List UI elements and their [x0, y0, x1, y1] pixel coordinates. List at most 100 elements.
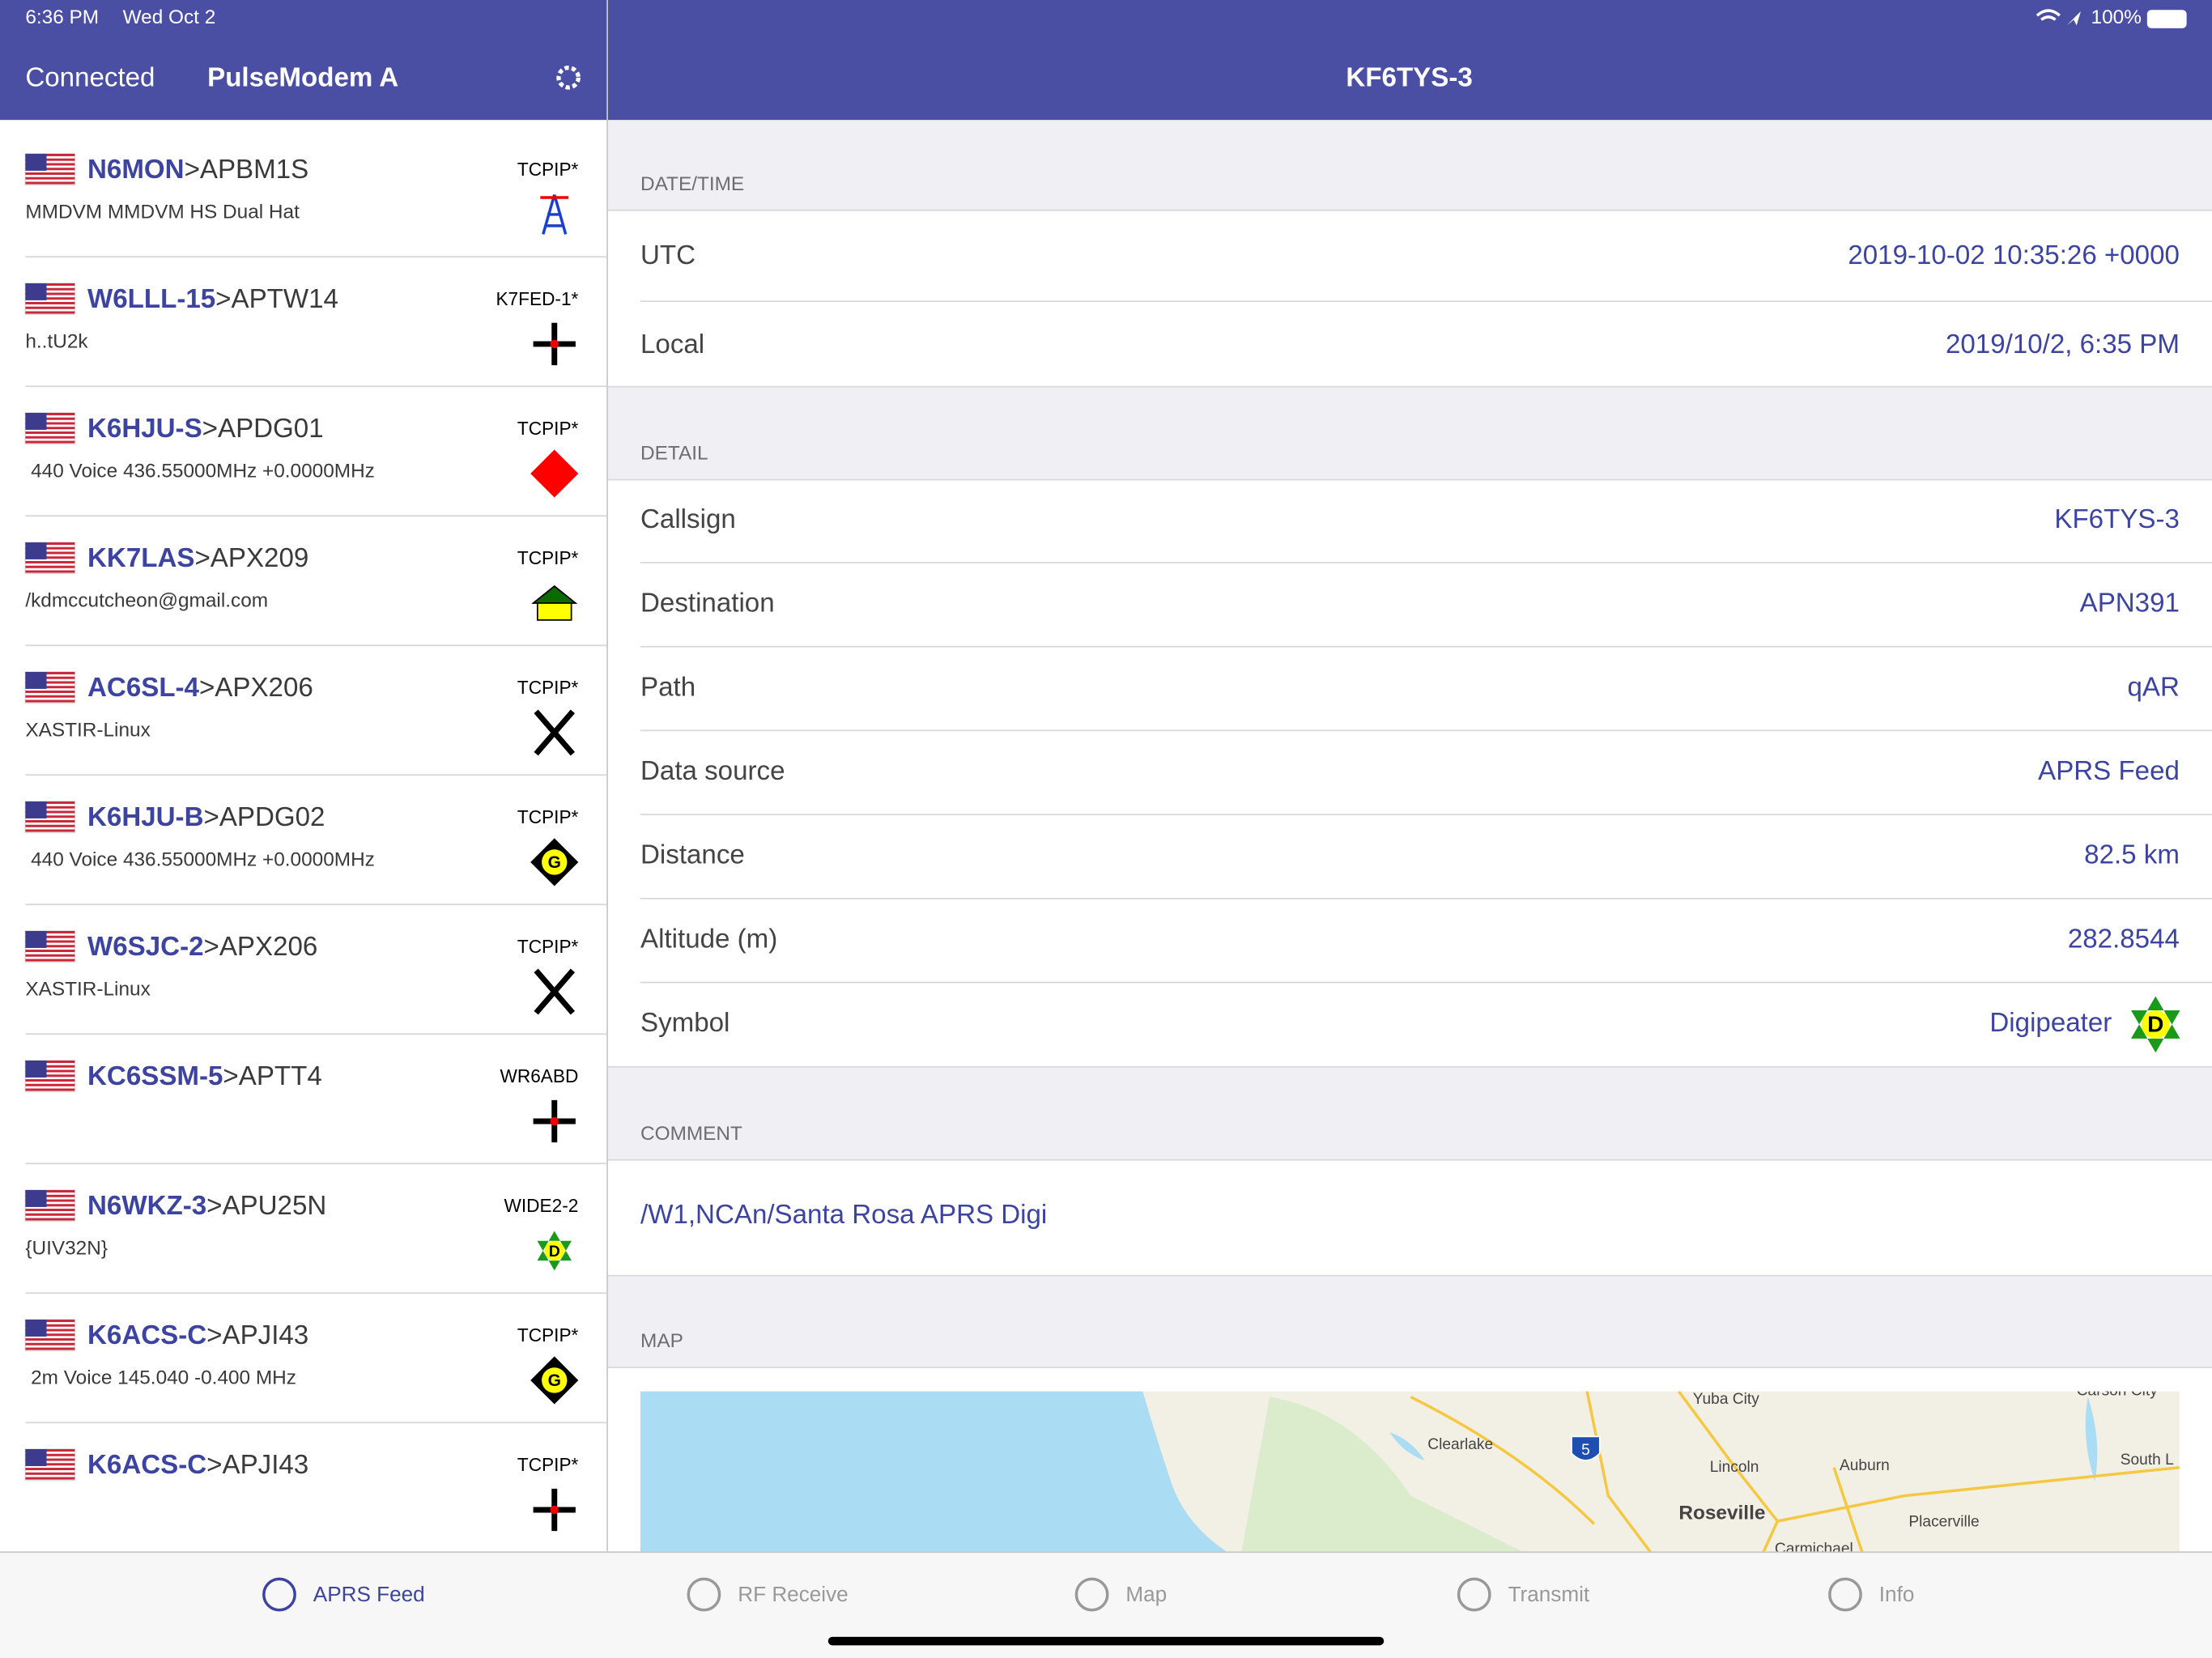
flag-stripe — [25, 1209, 75, 1211]
station-via: TCPIP* — [517, 159, 579, 180]
flag-stripe — [25, 287, 75, 291]
destination: >APJI43 — [206, 1320, 308, 1350]
station-row[interactable] — [0, 257, 606, 385]
station-title: KK7LAS>APX209 — [87, 543, 308, 573]
symbol-letter: D — [2147, 1012, 2163, 1037]
station-row[interactable] — [0, 1034, 606, 1163]
station-comment: h..tU2k — [25, 331, 88, 353]
row-label: Callsign — [640, 504, 736, 534]
station-comment: 440 Voice 436.55000MHz +0.0000MHz — [25, 461, 375, 483]
row-value: 82.5 km — [2084, 840, 2180, 870]
flag-stripe — [25, 931, 75, 933]
station-via: TCPIP* — [517, 806, 579, 827]
flag-stripe — [25, 163, 75, 166]
station-row[interactable] — [0, 1163, 606, 1292]
station-title: KC6SSM-5>APTT4 — [87, 1061, 322, 1091]
destination: >APU25N — [206, 1191, 326, 1221]
map-label: Lincoln — [1710, 1459, 1759, 1476]
flag-stripe — [25, 561, 75, 563]
flag-stripe — [25, 686, 75, 689]
map-label: Carmichael — [1775, 1541, 1853, 1558]
flag-canton — [25, 1061, 47, 1078]
flag-stripe — [25, 1453, 75, 1456]
station-row[interactable] — [0, 386, 606, 515]
flag-canton — [25, 672, 47, 689]
flag-stripe — [25, 283, 75, 286]
destination: >APX209 — [194, 543, 308, 573]
flag-stripe — [25, 1194, 75, 1197]
destination: >APDG02 — [203, 802, 325, 832]
section-bg — [607, 479, 2212, 1067]
section-header: COMMENT — [640, 1123, 742, 1145]
station-row[interactable] — [0, 775, 606, 903]
flag-stripe — [25, 292, 75, 295]
destination: >APX206 — [199, 673, 313, 703]
row-value: 2019-10-02 10:35:26 +0000 — [1848, 240, 2180, 270]
destination: >APJI43 — [206, 1450, 308, 1480]
callsign: K6ACS-C — [87, 1450, 206, 1480]
flag-stripe — [25, 1338, 75, 1341]
map-label: Placerville — [1908, 1514, 1979, 1531]
flag-stripe — [25, 1472, 75, 1475]
flag-stripe — [25, 427, 75, 430]
flag-stripe — [25, 440, 75, 444]
station-via: TCPIP* — [517, 1454, 579, 1475]
station-row[interactable] — [0, 127, 606, 256]
station-comment: 440 Voice 436.55000MHz +0.0000MHz — [25, 849, 375, 871]
home-indicator — [827, 1636, 1385, 1646]
station-title: N6WKZ-3>APU25N — [87, 1191, 326, 1221]
tab-icon — [262, 1577, 296, 1612]
callsign: K6HJU-S — [87, 414, 202, 444]
section-bg — [607, 210, 2212, 387]
comment-text: /W1,NCAn/Santa Rosa APRS Digi — [640, 1200, 1047, 1230]
map-road — [1585, 1391, 1652, 1553]
status-time: 6:36 PM — [25, 6, 99, 28]
station-row[interactable] — [0, 904, 606, 1033]
row-label: Distance — [640, 840, 745, 870]
flag-stripe — [25, 829, 75, 832]
symbol-letter: G — [548, 853, 561, 872]
station-row[interactable] — [0, 1422, 606, 1551]
map[interactable]: Yuba City Clearlake 5 Lincoln Auburn Rosevill… — [640, 1383, 2180, 1558]
map-lake — [2085, 1397, 2098, 1482]
station-row[interactable] — [0, 516, 606, 644]
flag-stripe — [25, 311, 75, 314]
flag-stripe — [25, 954, 75, 957]
map-ocean — [640, 1391, 1227, 1553]
tab-icon — [1828, 1577, 1862, 1612]
row-value: APN391 — [2080, 589, 2180, 619]
destination: >APTT4 — [223, 1061, 321, 1091]
device-name: PulseModem A — [207, 62, 398, 92]
flag-canton — [25, 1320, 47, 1337]
station-via: K7FED-1* — [496, 288, 578, 309]
station-title: K6ACS-C>APJI43 — [87, 1320, 308, 1350]
callsign: KK7LAS — [87, 543, 194, 573]
callsign: N6MON — [87, 155, 185, 185]
status-date: Wed Oct 2 — [123, 6, 216, 28]
settings-button[interactable] — [556, 66, 581, 90]
row-label: Local — [640, 329, 704, 359]
symbol-icon — [550, 1505, 559, 1515]
map-lake — [1389, 1432, 1425, 1460]
station-via: WR6ABD — [500, 1065, 579, 1086]
station-title: K6ACS-C>APJI43 — [87, 1450, 308, 1480]
map-road — [1410, 1395, 1596, 1525]
flag-stripe — [25, 1088, 75, 1091]
flag-stripe — [25, 820, 75, 823]
row-label: Path — [640, 672, 696, 702]
nav-bar — [0, 0, 2212, 121]
flag-stripe — [25, 432, 75, 434]
row-label: Destination — [640, 589, 775, 619]
station-row[interactable] — [0, 645, 606, 774]
flag-canton — [25, 1449, 47, 1466]
station-title: K6HJU-B>APDG02 — [87, 802, 325, 832]
tab-label: Info — [1879, 1582, 1915, 1606]
flag-stripe — [25, 1324, 75, 1327]
symbol-letter: D — [549, 1243, 560, 1261]
station-via: TCPIP* — [517, 936, 579, 957]
map-shield — [1571, 1435, 1601, 1461]
flag-stripe — [25, 570, 75, 573]
symbol-icon — [537, 1231, 572, 1271]
flag-stripe — [25, 1061, 75, 1063]
station-row[interactable] — [0, 1293, 606, 1422]
